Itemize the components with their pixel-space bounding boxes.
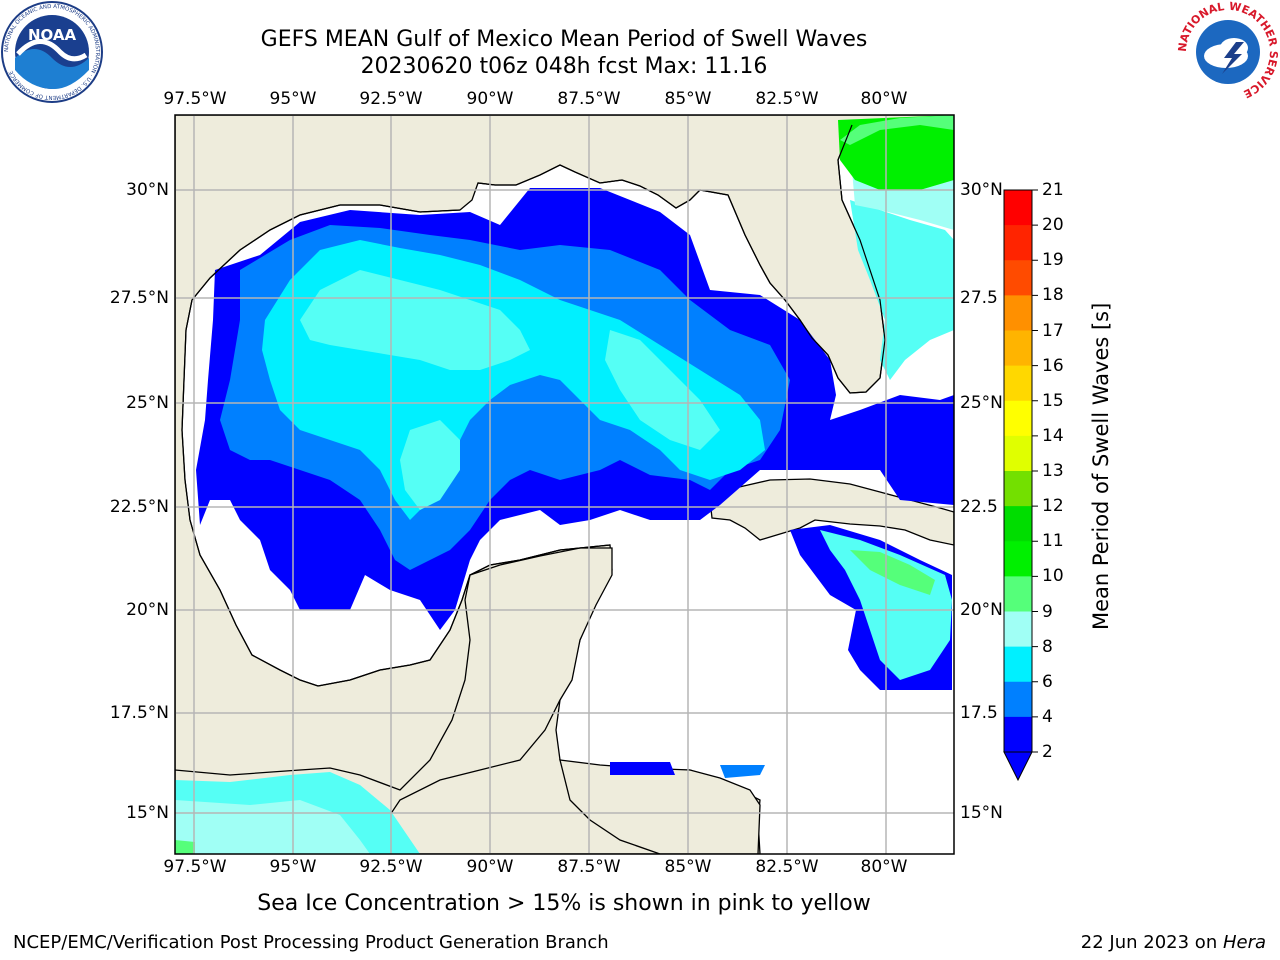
colorbar-tick-label: 15	[1042, 390, 1064, 411]
colorbar-segment	[1004, 225, 1032, 261]
colorbar-tick-label: 17	[1042, 320, 1064, 341]
lon-label-top: 80°W	[860, 89, 908, 109]
coastline-layer	[181, 124, 886, 687]
colorbar-segment	[1004, 190, 1032, 226]
lat-label-right: 22.5	[960, 497, 998, 517]
colorbar-segment	[1004, 506, 1032, 542]
lat-label-left: 22.5°N	[109, 497, 169, 517]
colorbar-segment	[1004, 435, 1032, 472]
lat-label-left: 17.5°N	[109, 703, 169, 723]
colorbar-tick-label: 2	[1042, 742, 1053, 762]
lon-label-bottom: 87.5°W	[557, 857, 621, 877]
sea-ice-note: Sea Ice Concentration > 15% is shown in …	[257, 891, 871, 916]
gridlines	[175, 115, 954, 854]
credit-host: Hera	[1222, 932, 1266, 953]
lat-label-right: 15°N	[960, 803, 1003, 823]
colorbar-segment	[1004, 716, 1032, 753]
credit-left: NCEP/EMC/Verification Post Processing Pr…	[13, 932, 609, 953]
lon-label-bottom: 92.5°W	[359, 857, 423, 877]
colorbar-segment	[1004, 400, 1032, 437]
lat-label-right: 25°N	[960, 393, 1003, 413]
colorbar-tick-label: 16	[1042, 355, 1064, 376]
noaa-logo-text: NOAA	[28, 26, 77, 44]
colorbar-tick-label: 13	[1042, 461, 1064, 481]
lat-label-right: 20°N	[960, 600, 1003, 620]
colorbar-segment	[1004, 330, 1032, 367]
colorbar-tick-label: 8	[1042, 636, 1053, 657]
colorbar-segment	[1004, 646, 1032, 683]
lat-label-left: 20°N	[126, 600, 169, 620]
colorbar-tick-label: 14	[1042, 425, 1064, 446]
colorbar-extend-triangle	[1003, 751, 1033, 782]
credit-right: 22 Jun 2023 on Hera	[1081, 932, 1266, 953]
lat-label-right: 30°N	[960, 180, 1003, 200]
lat-label-right: 27.5	[960, 288, 998, 308]
colorbar-tick-label: 18	[1042, 285, 1064, 306]
colorbar-tick-label: 6	[1042, 671, 1053, 692]
map-frame	[174, 114, 955, 855]
lat-label-right: 17.5	[960, 703, 998, 723]
nws-logo: NATIONAL WEATHER SERVICE	[1176, 0, 1280, 102]
lon-label-top: 82.5°W	[755, 89, 819, 109]
colorbar	[1003, 189, 1038, 782]
colorbar-tick-label: 4	[1042, 706, 1053, 727]
colorbar-tick-label: 11	[1042, 531, 1064, 552]
colorbar-segment	[1004, 365, 1032, 402]
colorbar-tick-label: 20	[1042, 215, 1064, 236]
colorbar-tick-label: 19	[1042, 250, 1064, 271]
lon-label-top: 97.5°W	[163, 89, 227, 109]
noaa-logo: NATIONAL OCEANIC AND ATMOSPHERIC ADMINIS…	[1, 1, 103, 103]
lon-label-bottom: 97.5°W	[163, 857, 227, 877]
lon-label-bottom: 95°W	[269, 857, 317, 877]
credit-date: 22 Jun 2023 on	[1080, 932, 1223, 953]
lat-label-left: 30°N	[126, 180, 169, 200]
colorbar-tick-label: 10	[1042, 566, 1064, 587]
lon-label-top: 92.5°W	[359, 89, 423, 109]
lat-label-left: 25°N	[126, 393, 169, 413]
lon-label-bottom: 82.5°W	[755, 857, 819, 877]
chart-title: GEFS MEAN Gulf of Mexico Mean Period of …	[260, 27, 868, 52]
colorbar-tick-label: 12	[1042, 496, 1064, 517]
colorbar-segment	[1004, 541, 1032, 577]
lat-label-left: 15°N	[126, 803, 169, 823]
colorbar-segment	[1004, 295, 1032, 331]
lon-label-top: 87.5°W	[557, 89, 621, 109]
colorbar-segment	[1004, 611, 1032, 648]
colorbar-segment	[1004, 471, 1032, 507]
colorbar-segment	[1004, 576, 1032, 612]
lon-label-bottom: 90°W	[466, 857, 514, 877]
lon-label-bottom: 85°W	[664, 857, 712, 877]
colorbar-tick-label: 21	[1042, 180, 1064, 200]
colorbar-title: Mean Period of Swell Waves [s]	[1089, 302, 1113, 630]
lon-label-top: 85°W	[664, 89, 712, 109]
chart-subtitle: 20230620 t06z 048h fcst Max: 11.16	[360, 54, 768, 79]
lon-label-top: 90°W	[466, 89, 514, 109]
lon-label-top: 95°W	[269, 89, 317, 109]
colorbar-tick-label: 9	[1042, 601, 1053, 622]
land-cuba	[709, 478, 954, 546]
colorbar-segment	[1004, 681, 1032, 718]
lat-label-left: 27.5°N	[109, 288, 169, 308]
colorbar-segment	[1004, 260, 1032, 296]
lon-label-bottom: 80°W	[860, 857, 908, 877]
